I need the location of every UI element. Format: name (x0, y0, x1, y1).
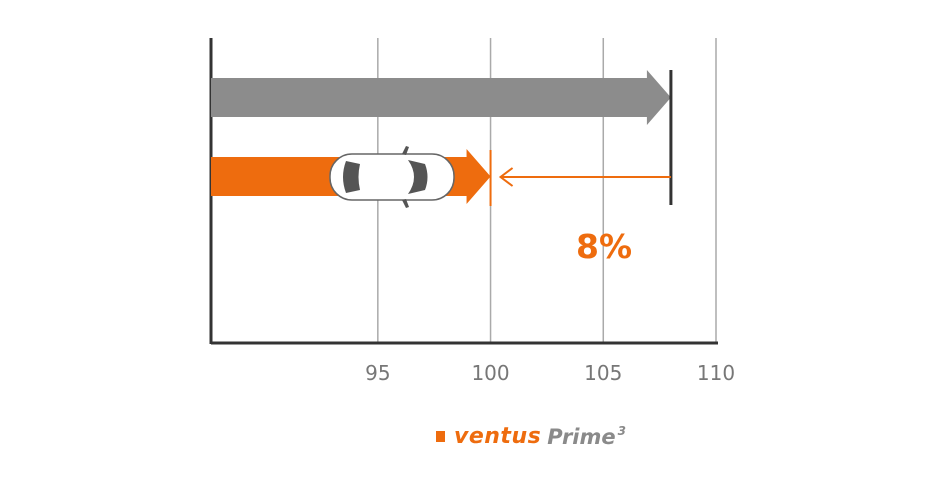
reference-bar (211, 70, 671, 125)
logo-model: Prime (547, 424, 616, 449)
logo-generation: 3 (617, 423, 626, 438)
logo-brand: ventus (454, 424, 542, 449)
logo-square-icon (436, 431, 445, 442)
x-tick-label: 105 (584, 361, 622, 385)
x-tick-label: 95 (365, 361, 390, 385)
difference-arrowhead-icon (498, 167, 514, 187)
x-tick-label: 110 (697, 361, 735, 385)
car-icon (329, 146, 455, 208)
reduction-label: 8% (576, 227, 632, 266)
ventus-prime-logo: ventus Prime 3 (436, 424, 626, 449)
x-tick-label: 100 (471, 361, 509, 385)
